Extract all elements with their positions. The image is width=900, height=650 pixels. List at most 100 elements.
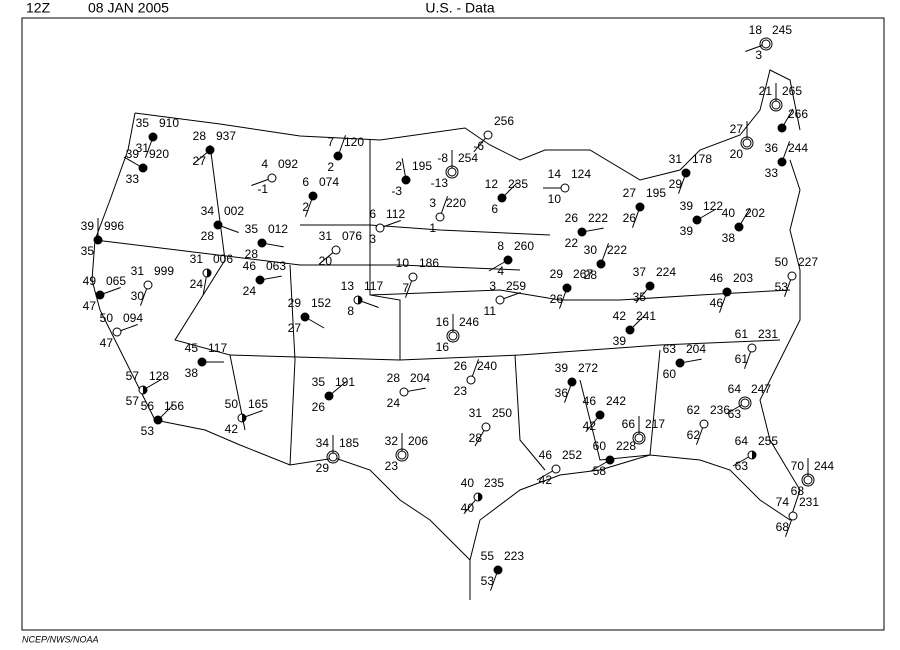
station-circle xyxy=(493,565,503,575)
dewpoint: 24 xyxy=(190,277,204,291)
station-circle xyxy=(399,387,409,397)
wind-barb xyxy=(145,140,153,158)
pressure: 206 xyxy=(408,434,428,448)
temperature: 31 xyxy=(319,229,333,243)
station-circle xyxy=(435,212,445,222)
temperature: 21 xyxy=(759,84,773,98)
temperature: 39 xyxy=(555,361,569,375)
pressure: 236 xyxy=(710,403,730,417)
dewpoint: 68 xyxy=(776,520,790,534)
dewpoint: 60 xyxy=(663,367,677,381)
pressure: 204 xyxy=(686,342,706,356)
station-half xyxy=(207,269,211,277)
state-lines xyxy=(300,224,551,236)
pressure: 065 xyxy=(106,274,126,288)
wind-barb xyxy=(601,243,609,261)
dewpoint: 47 xyxy=(83,299,97,313)
temperature: 31 xyxy=(469,406,483,420)
station-circle xyxy=(447,167,457,177)
temperature: 31 xyxy=(190,252,204,266)
pressure: 252 xyxy=(562,448,582,462)
wind-barb xyxy=(783,108,794,125)
temperature: 39 xyxy=(126,147,140,161)
dewpoint: 20 xyxy=(730,147,744,161)
dewpoint: 8 xyxy=(347,304,354,318)
temperature: 34 xyxy=(201,204,215,218)
state-lines xyxy=(579,349,661,461)
pressure: 178 xyxy=(692,152,712,166)
station-circle xyxy=(788,511,798,521)
station-circle xyxy=(734,222,744,232)
dewpoint: 30 xyxy=(131,289,145,303)
pressure: 244 xyxy=(814,459,834,473)
station-circle xyxy=(722,287,732,297)
pressure: 222 xyxy=(607,243,627,257)
temperature: 40 xyxy=(722,206,736,220)
station-circle xyxy=(675,358,685,368)
dewpoint: 10 xyxy=(548,192,562,206)
temperature: 46 xyxy=(243,259,257,273)
wind-barb xyxy=(120,324,138,332)
pressure: 063 xyxy=(266,259,286,273)
wind-barb xyxy=(305,199,313,217)
station-circle xyxy=(740,398,750,408)
dewpoint: 29 xyxy=(316,461,330,475)
pressure: 195 xyxy=(646,186,666,200)
dewpoint: 63 xyxy=(728,407,742,421)
station-ring xyxy=(395,448,409,462)
station-circle xyxy=(148,132,158,142)
wind-barb xyxy=(103,287,121,295)
dewpoint: 28 xyxy=(584,268,598,282)
temperature: 57 xyxy=(126,369,140,383)
station-circle xyxy=(205,145,215,155)
station-circle xyxy=(560,183,570,193)
temperature: 31 xyxy=(131,264,145,278)
pressure: 220 xyxy=(446,196,466,210)
station-circle xyxy=(267,173,277,183)
state-lines xyxy=(289,264,296,466)
wind-barb xyxy=(632,314,646,328)
dewpoint: 27 xyxy=(288,321,302,335)
temperature: 63 xyxy=(663,342,677,356)
pressure: 203 xyxy=(733,271,753,285)
wind-barb xyxy=(585,227,604,232)
station-circle xyxy=(595,410,605,420)
dewpoint: 62 xyxy=(687,428,701,442)
temperature: 64 xyxy=(735,434,749,448)
dewpoint: 33 xyxy=(765,166,779,180)
dewpoint: 2 xyxy=(327,160,334,174)
pressure: 006 xyxy=(213,252,233,266)
station-circle xyxy=(481,422,491,432)
wind-barb xyxy=(263,275,282,280)
wind-barb xyxy=(488,261,505,272)
wind-barb xyxy=(160,404,174,418)
wind-barb xyxy=(265,243,284,248)
dewpoint: 26 xyxy=(623,211,637,225)
dewpoint: 39 xyxy=(680,224,694,238)
pressure: 202 xyxy=(745,206,765,220)
wind-barb xyxy=(536,470,553,481)
station-half xyxy=(358,296,362,304)
station-circle xyxy=(397,450,407,460)
pressure: 267 xyxy=(573,267,593,281)
dewpoint: 61 xyxy=(735,352,749,366)
dewpoint: 16 xyxy=(436,340,450,354)
pressure: 235 xyxy=(508,177,528,191)
pressure: 246 xyxy=(459,315,479,329)
station-circle xyxy=(787,271,797,281)
pressure: 117 xyxy=(208,341,227,355)
pressure: 247 xyxy=(751,382,771,396)
station-circle xyxy=(771,100,781,110)
temperature: 27 xyxy=(730,122,744,136)
pressure: 255 xyxy=(758,434,778,448)
pressure: 122 xyxy=(703,199,723,213)
wind-barb xyxy=(405,280,413,298)
pressure: 074 xyxy=(319,175,339,189)
temperature: 8 xyxy=(497,239,504,253)
boundaries xyxy=(91,69,801,600)
dewpoint: -3 xyxy=(391,184,402,198)
temperature: 61 xyxy=(735,327,749,341)
temperature: 28 xyxy=(193,129,207,143)
west-coast xyxy=(91,112,156,421)
temperature: 39 xyxy=(81,219,95,233)
